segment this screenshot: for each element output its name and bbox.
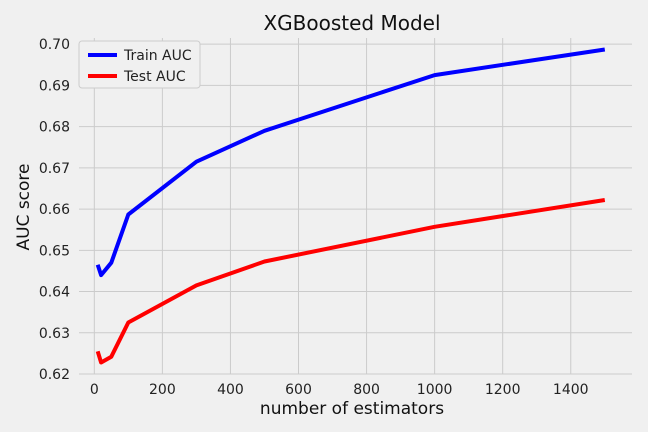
y-tick-label: 0.63 (39, 326, 70, 342)
legend: Train AUC Test AUC (78, 40, 201, 89)
series-lines (95, 47, 606, 365)
y-tick-label: 0.67 (39, 161, 70, 177)
grid (79, 38, 632, 375)
y-tick-label: 0.69 (39, 78, 70, 94)
y-tick-label: 0.70 (39, 37, 70, 53)
x-tick-label: 200 (149, 382, 176, 398)
y-tick-label: 0.66 (39, 202, 70, 218)
x-tick-label: 600 (285, 382, 312, 398)
x-tick-label: 800 (353, 382, 380, 398)
x-tick-label: 1000 (417, 382, 453, 398)
series-line-test (95, 198, 606, 365)
x-axis-label: number of estimators (260, 399, 444, 419)
legend-label-test: Test AUC (123, 69, 186, 85)
x-tick-label: 400 (217, 382, 244, 398)
chart-title: XGBoosted Model (263, 11, 440, 35)
y-tick-label: 0.68 (39, 120, 70, 136)
legend-label-train: Train AUC (123, 48, 192, 64)
y-tick-label: 0.62 (39, 367, 70, 383)
x-tick-label: 0 (90, 382, 99, 398)
tick-labels: 0 200 400 600 800 1000 1200 1400 0.62 0.63 0.64 0.6… (39, 37, 589, 398)
x-tick-label: 1400 (553, 382, 589, 398)
x-tick-label: 1200 (485, 382, 521, 398)
series-line-train (95, 47, 606, 278)
y-tick-label: 0.65 (39, 243, 70, 259)
y-axis-label: AUC score (14, 163, 34, 250)
y-tick-label: 0.64 (39, 285, 70, 301)
